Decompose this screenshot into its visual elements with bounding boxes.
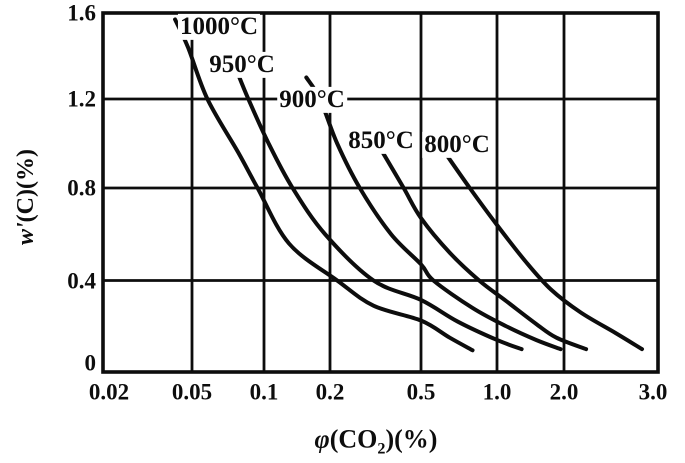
curve-label-900c: 900°C [277,85,347,114]
y-tick-label: 1.6 [67,0,96,26]
plot-border [101,11,660,374]
x-axis-title: φ(CO2)(%) [315,426,438,457]
x-axis-units: )(%) [385,424,438,454]
y-axis-title: w'(C)(%) [13,149,39,245]
curve-1000c [173,17,475,353]
x-axis-species-open: (CO [329,424,378,454]
x-tick-label: 0.5 [406,379,436,405]
y-tick-label: 0 [84,350,97,376]
x-tick-label: 1.0 [482,379,512,405]
x-axis-subscript: 2 [377,440,386,458]
y-tick-label: 0.4 [67,268,96,293]
curve-850c [380,150,589,352]
x-tick-label: 3.0 [638,379,668,405]
curve-950c [234,69,524,352]
curve-800c [444,152,645,352]
x-axis-phi-symbol: φ [314,424,330,454]
x-tick-label: 0.1 [249,379,279,405]
x-tick-label: 0.2 [315,379,345,405]
curve-label-950c: 950°C [207,50,277,79]
x-tick-label: 0.02 [88,379,130,405]
curve-label-850c: 850°C [346,126,416,155]
y-tick-label: 0.8 [67,175,96,201]
curve-900c [304,75,563,352]
x-tick-label: 2.0 [549,379,579,405]
y-tick-label: 1.2 [67,86,96,112]
x-tick-label: 0.05 [171,379,213,405]
y-axis-variable: w' [13,222,39,245]
y-axis-units: (C)(%) [13,149,39,223]
curve-label-800c: 800°C [422,130,492,159]
curve-label-1000c: 1000°C [177,12,261,41]
